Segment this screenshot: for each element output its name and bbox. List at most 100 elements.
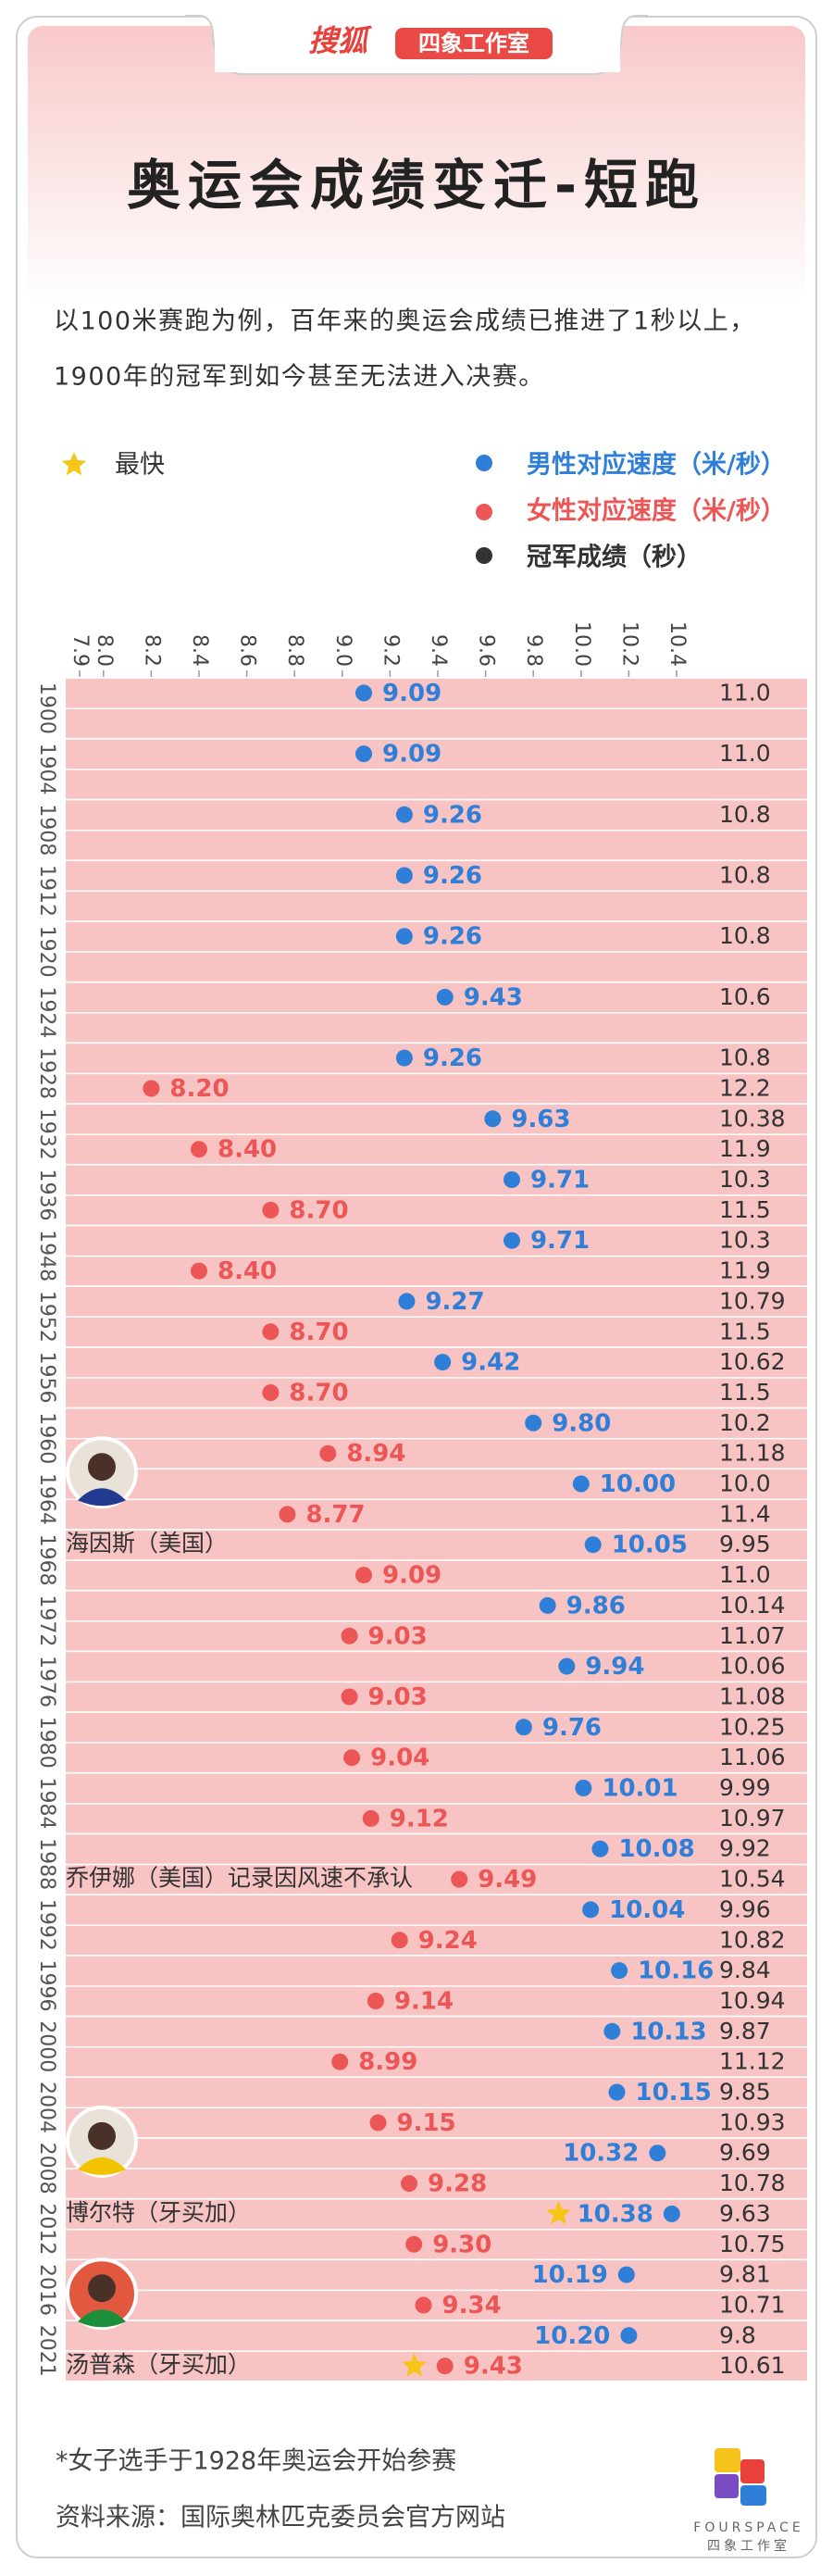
time-label: 11.12 <box>719 2048 786 2075</box>
time-label: 10.8 <box>719 1044 771 1071</box>
row-band <box>66 1134 807 1164</box>
value-label: 8.99 <box>358 2048 417 2076</box>
row-band <box>66 769 807 799</box>
row-band <box>66 1743 807 1772</box>
data-dot <box>484 1110 502 1128</box>
studio-pill <box>395 28 553 59</box>
value-label: 10.16 <box>638 1957 714 1985</box>
value-label: 8.20 <box>169 1075 229 1103</box>
row-band <box>66 1318 807 1346</box>
year-label: 1920 <box>35 926 58 978</box>
row-band <box>66 1956 807 1986</box>
row-band <box>66 2199 807 2229</box>
data-dot <box>395 928 413 945</box>
legend-label: 男性对应速度（米/秒） <box>527 450 786 480</box>
value-label: 9.71 <box>530 1227 590 1255</box>
value-label: 9.43 <box>464 2353 523 2381</box>
value-label: 8.94 <box>346 1440 405 1468</box>
x-tick-label: 8.8 <box>283 634 306 667</box>
value-label: 9.09 <box>382 1562 441 1590</box>
year-label: 2000 <box>35 2020 58 2072</box>
data-dot <box>436 988 454 1006</box>
row-band <box>66 1895 807 1925</box>
data-dot <box>451 1870 468 1888</box>
data-dot <box>608 2083 626 2101</box>
value-label: 9.03 <box>368 1622 428 1650</box>
avatar-head <box>88 2274 116 2303</box>
time-label: 10.82 <box>719 1926 786 1953</box>
value-label: 8.70 <box>289 1319 348 1346</box>
row-band <box>66 921 807 952</box>
row-band <box>66 1226 807 1256</box>
row-band <box>66 1013 807 1043</box>
row-band <box>66 709 807 738</box>
value-label: 8.40 <box>218 1257 277 1285</box>
year-label: 1900 <box>35 682 58 734</box>
row-band <box>66 861 807 891</box>
row-band <box>66 2291 807 2320</box>
row-band <box>66 1044 807 1073</box>
x-tick-label: 9.6 <box>475 634 498 667</box>
data-dot <box>515 1719 532 1736</box>
source: 资料来源：国际奥林匹克委员会官方网站 <box>56 2504 505 2532</box>
row-band <box>66 739 807 769</box>
value-label: 9.71 <box>530 1167 590 1194</box>
x-tick-label: 10.2 <box>617 621 640 667</box>
brand: 搜狐 <box>308 23 373 58</box>
value-label: 10.05 <box>612 1532 688 1559</box>
data-dot <box>319 1444 337 1462</box>
row-band <box>66 2047 807 2077</box>
value-label: 9.30 <box>432 2231 491 2258</box>
data-dot <box>362 1809 379 1827</box>
time-label: 10.78 <box>719 2170 786 2196</box>
value-label: 9.14 <box>394 1988 454 2016</box>
time-label: 9.84 <box>719 1957 771 1983</box>
chart-title: 奥运会成绩变迁-短跑 <box>127 154 706 217</box>
time-label: 10.75 <box>719 2231 786 2257</box>
time-label: 9.81 <box>719 2261 771 2288</box>
value-label: 9.34 <box>442 2292 502 2320</box>
year-label: 2021 <box>35 2325 58 2377</box>
time-label: 10.62 <box>719 1348 786 1375</box>
time-label: 11.08 <box>719 1683 786 1710</box>
value-label: 9.43 <box>464 983 523 1011</box>
studio: 四象工作室 <box>418 31 529 56</box>
data-dot <box>582 1901 600 1919</box>
value-label: 9.28 <box>428 2170 487 2198</box>
data-dot <box>262 1384 280 1401</box>
legend-star <box>61 452 87 476</box>
year-label: 2016 <box>35 2264 58 2316</box>
value-label: 10.15 <box>636 2079 712 2107</box>
value-label: 9.26 <box>423 801 482 829</box>
data-dot <box>611 1962 628 1980</box>
legend-dot <box>476 455 492 471</box>
row-band <box>66 1165 807 1195</box>
time-label: 9.69 <box>719 2139 771 2166</box>
value-label: 9.94 <box>585 1653 644 1681</box>
logo-piece <box>740 2459 765 2483</box>
year-label: 1912 <box>35 865 58 917</box>
row-band <box>66 1439 807 1469</box>
logo-cn: 四象工作室 <box>707 2538 790 2554</box>
value-label: 9.09 <box>382 680 441 707</box>
row-band <box>66 1104 807 1134</box>
year-label: 1956 <box>35 1352 58 1404</box>
data-dot <box>341 1627 358 1644</box>
value-label: 9.09 <box>382 741 441 769</box>
legend-label: 女性对应速度（米/秒） <box>527 496 786 526</box>
time-label: 10.8 <box>719 862 771 889</box>
x-tick-label: 8.4 <box>188 634 211 667</box>
row-band <box>66 1804 807 1833</box>
time-label: 9.85 <box>719 2079 771 2106</box>
data-dot <box>617 2266 635 2283</box>
time-label: 9.95 <box>719 1531 771 1557</box>
time-label: 11.4 <box>719 1500 771 1527</box>
time-label: 10.3 <box>719 1166 771 1193</box>
x-tick-label: 8.6 <box>236 634 259 667</box>
row-band <box>66 1378 807 1407</box>
value-label: 9.26 <box>423 862 482 890</box>
row-band <box>66 1074 807 1104</box>
time-label: 11.5 <box>719 1318 771 1344</box>
value-label: 9.24 <box>418 1927 478 1955</box>
row-band <box>66 679 807 708</box>
